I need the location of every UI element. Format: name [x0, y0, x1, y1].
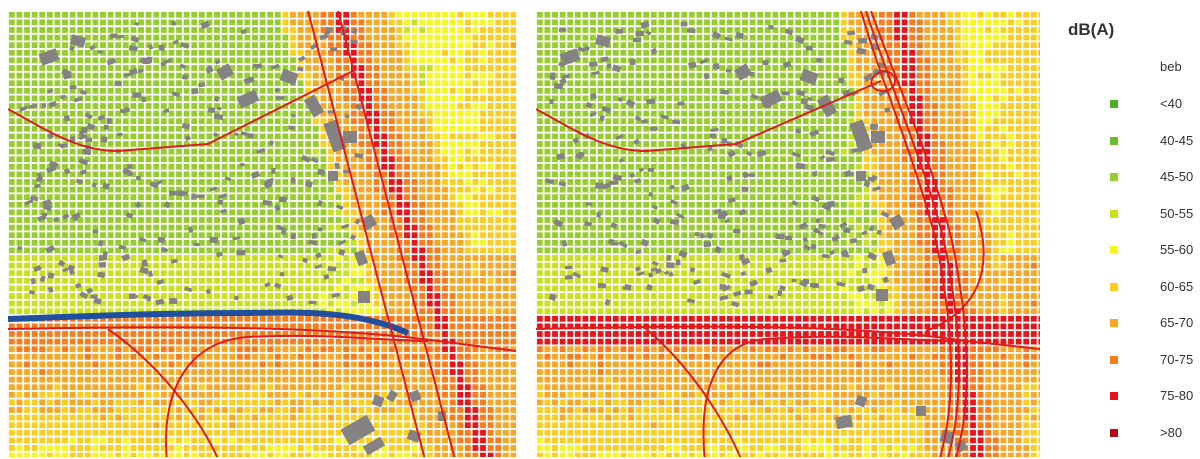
- legend-label: 70-75: [1160, 351, 1194, 367]
- legend-item: 45-50: [1050, 167, 1200, 187]
- noise-map-right[interactable]: [536, 11, 1040, 457]
- legend-label: 40-45: [1160, 132, 1194, 148]
- noise-grid: [8, 11, 516, 457]
- roads: [536, 11, 1040, 457]
- legend-item: 70-75: [1050, 350, 1200, 370]
- legend-item: 50-55: [1050, 204, 1200, 224]
- legend-label: 55-60: [1160, 242, 1194, 257]
- legend-swatch: [1110, 319, 1118, 327]
- legend-item: 65-70: [1050, 313, 1200, 333]
- legend-label: <40: [1160, 96, 1183, 111]
- legend-item: >80: [1050, 423, 1200, 443]
- legend-label: 65-70: [1160, 315, 1194, 330]
- legend-label: >80: [1160, 424, 1183, 440]
- noise-grid: [536, 11, 1040, 457]
- legend-item: 55-60: [1050, 240, 1200, 260]
- buildings: [544, 20, 968, 453]
- legend-title: dB(A): [1068, 20, 1115, 39]
- legend-item: <40: [1050, 94, 1200, 114]
- legend-label: 60-65: [1160, 278, 1194, 294]
- roads: [8, 11, 516, 457]
- legend-swatch: [1110, 173, 1118, 181]
- legend-label: 50-55: [1160, 205, 1194, 221]
- legend-swatch: [1110, 100, 1118, 108]
- legend-item: 75-80: [1050, 386, 1200, 406]
- legend-item: 60-65: [1050, 277, 1200, 297]
- legend-swatch: [1110, 428, 1118, 437]
- buildings: [17, 20, 446, 456]
- legend-swatch: [1110, 246, 1118, 254]
- legend-swatch: [1110, 392, 1118, 400]
- legend-swatch: [1110, 136, 1118, 145]
- legend-subtitle: beb: [1160, 59, 1182, 74]
- legend-swatch: [1110, 282, 1118, 291]
- noise-map-left-canvas: [8, 11, 516, 457]
- noise-legend: dB(A) beb <40 40-45 45-50 50-55 55-60 60-65 65…: [1050, 0, 1200, 459]
- noise-map-left[interactable]: [8, 11, 516, 457]
- legend-label: 45-50: [1160, 169, 1194, 184]
- legend-label: 75-80: [1160, 388, 1194, 403]
- legend-item: 40-45: [1050, 131, 1200, 151]
- legend-swatch: [1110, 209, 1118, 218]
- noise-map-right-canvas: [536, 11, 1040, 457]
- legend-swatch: [1110, 355, 1118, 364]
- river: [8, 309, 410, 336]
